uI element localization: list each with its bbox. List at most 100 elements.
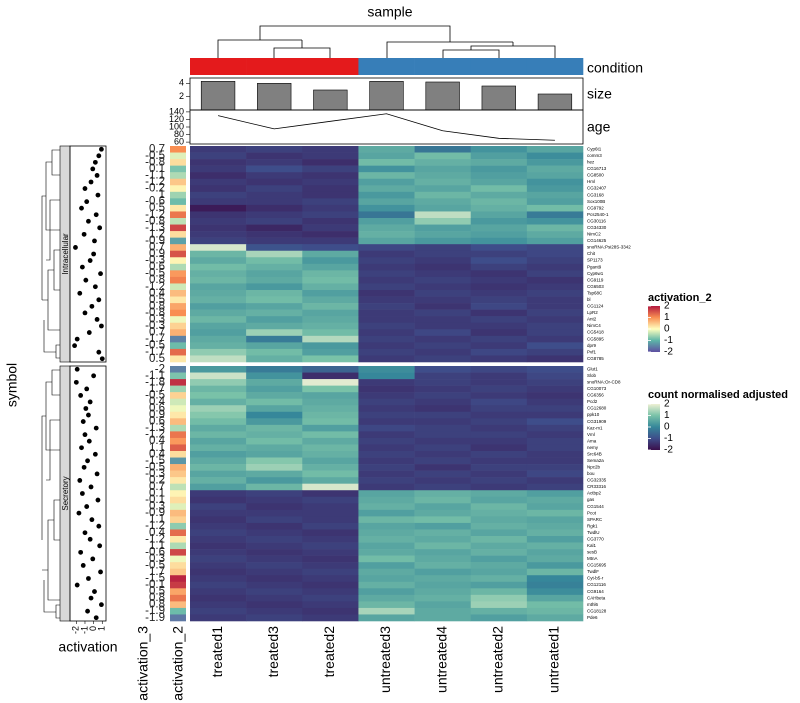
row-label: CG6356 bbox=[587, 393, 604, 398]
heatmap-cell bbox=[414, 411, 472, 419]
row-label: LpR2 bbox=[587, 310, 598, 315]
heatmap-cell bbox=[302, 335, 359, 343]
heatmap-cell bbox=[246, 366, 303, 373]
activation-2-cell bbox=[170, 392, 186, 399]
row-label: Kal1 bbox=[587, 543, 597, 548]
heatmap-cell bbox=[358, 568, 415, 576]
activation-3-label: -1.5 bbox=[145, 455, 165, 467]
dot-panel bbox=[69, 365, 107, 622]
row-label: MtnA bbox=[587, 556, 598, 561]
row-label: Hml bbox=[587, 179, 595, 184]
heatmap-cell bbox=[302, 411, 359, 419]
activation-2-cell bbox=[170, 211, 186, 219]
heatmap-cell bbox=[190, 366, 247, 373]
heatmap-cell bbox=[414, 335, 472, 343]
heatmap-cell bbox=[302, 198, 359, 206]
heatmap-cell bbox=[414, 451, 472, 458]
activation-2-cell bbox=[170, 529, 186, 537]
row-label: Pcot bbox=[587, 510, 597, 515]
activation-3-label: -0.3 bbox=[145, 320, 165, 332]
row-label: Chit bbox=[587, 251, 596, 256]
heatmap-cell bbox=[526, 257, 584, 265]
heatmap-cell bbox=[470, 542, 528, 550]
heatmap-cell bbox=[470, 575, 528, 583]
heatmap-cell bbox=[246, 516, 303, 524]
heatmap-cell bbox=[302, 379, 359, 386]
heatmap-cell bbox=[246, 529, 303, 537]
heatmap-cell bbox=[246, 211, 303, 219]
activation-3-label: -0.5 bbox=[145, 559, 165, 571]
heatmap-cell bbox=[246, 322, 303, 330]
heatmap-cell bbox=[470, 503, 528, 511]
row-label: CG10073 bbox=[587, 386, 607, 391]
heatmap-cell bbox=[302, 503, 359, 511]
heatmap-cell bbox=[190, 309, 247, 317]
activation-2-cell bbox=[170, 191, 186, 199]
heatmap-cell bbox=[358, 549, 415, 556]
activation-3-label: 1.1 bbox=[149, 540, 165, 552]
heatmap-cell bbox=[190, 483, 247, 491]
heatmap-cell bbox=[358, 296, 415, 304]
heatmap-cell bbox=[526, 250, 584, 258]
heatmap-cell bbox=[358, 516, 415, 524]
heatmap-cell bbox=[358, 231, 415, 238]
heatmap-cell bbox=[526, 542, 584, 550]
activation-2-cell bbox=[170, 257, 186, 265]
activation-dot bbox=[78, 549, 84, 555]
heatmap-cell bbox=[414, 322, 472, 330]
activation-2-cell bbox=[170, 316, 186, 324]
heatmap-cell bbox=[246, 431, 303, 439]
heatmap-cell bbox=[190, 218, 247, 225]
heatmap-cell bbox=[414, 529, 472, 537]
activation-2-cell bbox=[170, 424, 186, 432]
activation-3-label: 0.3 bbox=[149, 313, 165, 325]
heatmap-cell bbox=[190, 529, 247, 537]
row-label: CG5418 bbox=[587, 330, 604, 335]
legend-title: activation_2 bbox=[648, 292, 712, 304]
heatmap-cell bbox=[190, 231, 247, 238]
heatmap-cell bbox=[190, 244, 247, 252]
heatmap-cell bbox=[470, 372, 528, 380]
heatmap-cell bbox=[470, 451, 528, 458]
heatmap-cell bbox=[526, 588, 584, 596]
heatmap-cell bbox=[526, 562, 584, 569]
heatmap-cell bbox=[470, 490, 528, 498]
activation-3-label: -0.5 bbox=[145, 268, 165, 280]
heatmap-cell bbox=[470, 562, 528, 569]
activation-3-label: 0.8 bbox=[149, 592, 165, 604]
heatmap-cell bbox=[414, 211, 472, 219]
heatmap-cell bbox=[470, 411, 528, 419]
age-line bbox=[217, 113, 555, 141]
activation-3-label: -0.8 bbox=[145, 215, 165, 227]
heatmap-cell bbox=[470, 257, 528, 265]
heatmap-cell bbox=[414, 588, 472, 596]
heatmap-cell bbox=[302, 509, 359, 517]
heatmap-cell bbox=[246, 372, 303, 380]
heatmap-cell bbox=[302, 588, 359, 596]
activation-dot bbox=[79, 264, 85, 270]
legend-tick-label: 1 bbox=[664, 410, 670, 421]
row-label: TwdlF bbox=[587, 569, 599, 574]
heatmap-cell bbox=[190, 335, 247, 343]
heatmap-cell bbox=[246, 146, 303, 153]
row-label: TwdlU bbox=[587, 530, 600, 535]
activation-2-cell bbox=[170, 477, 186, 484]
activation-dot bbox=[92, 451, 98, 457]
heatmap-cell bbox=[190, 250, 247, 258]
heatmap-cell bbox=[526, 172, 584, 180]
heatmap-cell bbox=[358, 316, 415, 324]
activation-dot bbox=[74, 366, 80, 372]
heatmap-cell bbox=[302, 437, 359, 445]
activation-3-label: 1.2 bbox=[149, 228, 165, 240]
heatmap-cell bbox=[470, 509, 528, 517]
activation-dot bbox=[99, 146, 104, 152]
row-label: comm3 bbox=[587, 153, 602, 158]
heatmap-cell bbox=[470, 483, 528, 491]
heatmap-cell bbox=[526, 296, 584, 304]
activation-2-cell bbox=[170, 522, 186, 530]
activation-dot bbox=[78, 393, 84, 398]
heatmap-cell bbox=[470, 392, 528, 399]
heatmap-cell bbox=[302, 316, 359, 324]
heatmap-cell bbox=[302, 283, 359, 291]
heatmap-cell bbox=[190, 224, 247, 232]
